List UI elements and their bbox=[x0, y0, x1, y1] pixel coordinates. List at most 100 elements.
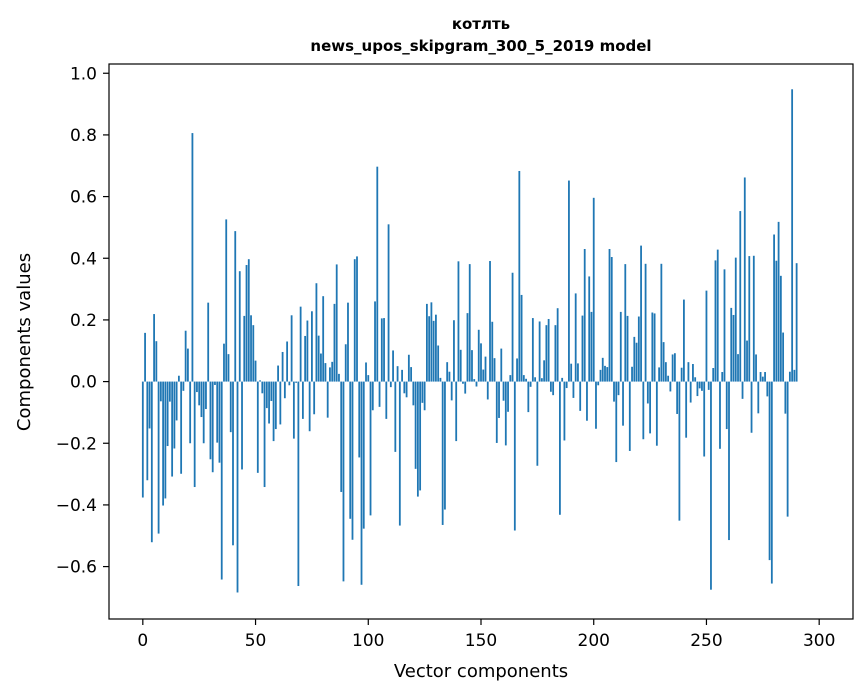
bar-133 bbox=[441, 381, 444, 525]
bar-70 bbox=[299, 306, 302, 382]
bar-181 bbox=[549, 381, 552, 392]
bar-40 bbox=[232, 381, 234, 546]
bar-30 bbox=[209, 381, 212, 460]
bar-103 bbox=[374, 301, 376, 382]
bar-172 bbox=[529, 381, 532, 387]
bar-263 bbox=[734, 257, 737, 382]
bar-125 bbox=[423, 381, 426, 411]
bar-23 bbox=[193, 381, 196, 488]
bar-236 bbox=[673, 353, 676, 382]
x-axis-label: Vector components bbox=[394, 661, 568, 682]
bar-259 bbox=[725, 381, 728, 430]
bar-266 bbox=[741, 381, 744, 399]
bar-60 bbox=[277, 365, 279, 382]
bar-277 bbox=[766, 381, 769, 397]
bar-219 bbox=[635, 342, 638, 382]
bar-169 bbox=[522, 375, 525, 382]
bar-220 bbox=[637, 316, 640, 382]
bar-66 bbox=[290, 315, 293, 382]
bar-161 bbox=[504, 381, 507, 446]
bar-89 bbox=[342, 381, 345, 582]
bar-35 bbox=[220, 381, 223, 580]
bar-244 bbox=[692, 364, 694, 382]
x-tick-label-300: 300 bbox=[803, 631, 835, 651]
bar-232 bbox=[664, 362, 667, 382]
bar-201 bbox=[595, 381, 597, 429]
bar-279 bbox=[770, 381, 773, 584]
bar-159 bbox=[500, 348, 503, 382]
bar-91 bbox=[347, 302, 349, 382]
bar-20 bbox=[187, 348, 189, 382]
bar-67 bbox=[292, 381, 295, 439]
bar-55 bbox=[265, 381, 268, 409]
bar-10 bbox=[164, 381, 167, 499]
bar-176 bbox=[538, 321, 541, 382]
bar-290 bbox=[795, 263, 798, 382]
bar-8 bbox=[159, 381, 162, 402]
bar-158 bbox=[498, 381, 500, 418]
bar-95 bbox=[356, 256, 358, 382]
bar-58 bbox=[272, 381, 275, 442]
bar-196 bbox=[583, 249, 586, 382]
bar-38 bbox=[227, 354, 230, 382]
bar-217 bbox=[631, 366, 633, 382]
bar-213 bbox=[622, 381, 624, 426]
bar-37 bbox=[225, 219, 228, 382]
bar-134 bbox=[444, 381, 446, 510]
bar-173 bbox=[531, 318, 534, 382]
bar-271 bbox=[752, 255, 755, 382]
bar-21 bbox=[189, 381, 192, 444]
bar-191 bbox=[572, 381, 575, 398]
bar-228 bbox=[655, 381, 658, 446]
x-tick-label-0: 0 bbox=[137, 631, 148, 651]
bar-50 bbox=[254, 360, 257, 382]
bar-27 bbox=[202, 381, 205, 444]
y-tick-label-4: 0.2 bbox=[70, 311, 97, 331]
bar-267 bbox=[743, 177, 746, 382]
bar-124 bbox=[421, 381, 424, 403]
bar-115 bbox=[401, 369, 403, 382]
bar-261 bbox=[730, 307, 733, 382]
bar-144 bbox=[466, 313, 469, 382]
bar-61 bbox=[279, 381, 282, 425]
bar-78 bbox=[317, 335, 320, 382]
bar-289 bbox=[793, 369, 796, 382]
bar-265 bbox=[739, 211, 742, 382]
bar-270 bbox=[750, 381, 753, 433]
bar-153 bbox=[486, 381, 489, 400]
bar-286 bbox=[786, 381, 789, 517]
bar-68 bbox=[295, 381, 298, 383]
bar-152 bbox=[484, 356, 487, 382]
bar-33 bbox=[216, 381, 219, 443]
bar-251 bbox=[707, 381, 710, 390]
bar-274 bbox=[759, 372, 762, 382]
bar-101 bbox=[369, 381, 372, 516]
bar-148 bbox=[475, 381, 478, 387]
bar-160 bbox=[502, 381, 505, 401]
bar-85 bbox=[333, 303, 336, 382]
bar-218 bbox=[633, 336, 636, 382]
x-tick-label-200: 200 bbox=[578, 631, 610, 651]
bar-28 bbox=[205, 381, 207, 410]
bar-260 bbox=[728, 381, 730, 541]
bar-243 bbox=[689, 381, 692, 403]
bar-116 bbox=[403, 381, 406, 394]
bar-79 bbox=[320, 353, 322, 382]
bar-110 bbox=[389, 381, 392, 388]
bar-268 bbox=[746, 340, 748, 382]
bar-240 bbox=[683, 299, 685, 382]
bar-9 bbox=[162, 381, 165, 506]
bar-92 bbox=[349, 381, 352, 519]
bar-26 bbox=[200, 381, 203, 418]
bar-174 bbox=[534, 377, 537, 382]
bar-269 bbox=[748, 256, 751, 382]
bar-227 bbox=[653, 313, 656, 382]
bar-97 bbox=[360, 381, 363, 585]
bar-119 bbox=[410, 367, 413, 382]
bar-224 bbox=[646, 381, 649, 404]
bar-3 bbox=[148, 381, 151, 429]
bar-145 bbox=[468, 264, 471, 382]
bar-253 bbox=[712, 368, 715, 382]
bar-156 bbox=[493, 358, 496, 382]
bar-120 bbox=[412, 381, 415, 406]
